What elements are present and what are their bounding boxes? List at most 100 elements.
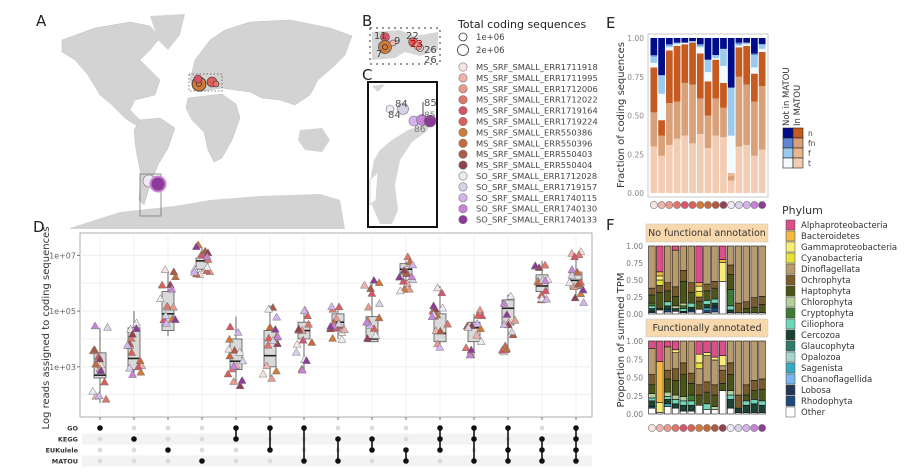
phylum-legend-label: Other [801,408,826,418]
sample-point [224,334,234,343]
phylum-legend-label: Gammaproteobacteria [801,243,897,253]
stacked-bar-segment [664,301,672,307]
matrix-dot-inactive [131,447,137,453]
stacked-bar-segment [687,306,695,311]
sample-point [162,301,172,310]
inset-c-station-label: 86 [414,125,426,135]
sample-point [394,272,404,281]
phylum-legend-label: Ochrophyta [801,276,851,286]
stacked-bar-segment [689,84,696,144]
stacked-bar-segment [720,107,727,138]
phylum-legend-swatch [785,362,796,374]
stacked-bar-segment [743,44,751,46]
stacked-bar-segment [648,374,656,386]
inset-c-land [372,84,385,92]
stacked-bar-segment [711,302,719,307]
matrix-dot-active [573,436,579,442]
stacked-bar-segment [671,403,680,409]
sample-point [299,306,309,315]
sample-point [155,294,165,302]
stacked-bar-segment [671,245,680,251]
y-tick-label: 0.25 [626,392,643,401]
stacked-bar-segment [695,340,703,355]
inset-b-station-label: 26 [424,45,437,56]
stacked-bar-segment [650,56,658,63]
stacked-bar-segment [687,400,695,406]
stacked-bar-segment [687,311,695,315]
sample-point [362,334,372,342]
matrix-dot-active [403,458,409,464]
matrix-dot-inactive [335,425,341,431]
landmass-australia [298,128,330,152]
stacked-bar-segment [720,38,727,49]
sample-point [298,335,308,344]
sample-point [202,262,212,271]
sample-legend-label: MS_SRF_SMALL_ERR550403 [476,149,592,159]
phylum-legend-swatch [785,263,796,275]
inset-b-station-label: 23 [410,39,423,50]
y-tick-label: 1e+07 [49,251,76,260]
sample-point [94,391,104,399]
stacked-bar-segment [751,101,758,156]
sample-point [327,302,337,310]
phylum-legend-swatch [785,318,796,330]
matrix-set-label: MATOU [52,458,78,466]
phylum-legend-label: Glaucophyta [801,342,855,352]
stacked-bar-segment [665,38,673,45]
stacked-bar-segment [727,175,735,181]
panel-letter-c: C [362,66,373,84]
sample-legend-label: MS_SRF_SMALL_ERR1711995 [476,73,598,83]
matrix-dot-active [233,436,239,442]
matrix-dot-inactive [539,425,545,431]
sample-point [270,324,280,333]
stacked-bar-segment [735,146,743,193]
stacked-bar-segment [758,378,766,390]
sample-legend-label: MS_SRF_SMALL_ERR550386 [476,127,592,137]
stacked-bar-segment [703,352,711,356]
matrix-dot-active [267,425,273,431]
sample-point [461,343,471,351]
stacked-bar-segment [751,55,758,68]
stacked-bar-segment [758,400,766,406]
inset-c-coast [369,170,379,207]
stacked-bar-segment [681,42,689,45]
matrix-set-label: EUKulele [45,447,78,455]
y-tick-label: 0.75 [626,355,643,364]
stacked-bar-segment [648,305,656,309]
sample-point [366,284,376,292]
sample-axis-dot [742,201,751,209]
matrix-dot-active [471,425,477,431]
sample-legend-swatch [458,138,468,148]
stacked-bar-segment [719,281,727,315]
matrix-set-label: KEGG [58,436,78,444]
sample-axis-dot [718,424,727,432]
matrix-dot-active [335,458,341,464]
phylum-legend-swatch [785,296,796,308]
sample-point [90,321,100,330]
sample-point [267,373,277,382]
matrix-dot-inactive [165,425,171,431]
sample-point [197,250,206,259]
stacked-bar-segment [711,305,719,309]
sample-point [161,310,171,319]
sample-point [408,260,418,269]
stacked-bar-segment [695,362,703,370]
matrix-dot-active [573,458,579,464]
sample-point [160,265,170,273]
stacked-bar-segment [689,41,696,43]
sample-axis-dot [726,424,735,432]
stacked-bar-segment [679,400,688,406]
sample-axis-dot [719,201,728,209]
panel-letter-f: F [606,216,615,234]
stacked-bar-segment [711,245,719,282]
sample-point [125,363,135,372]
stacked-bar-segment [687,394,695,402]
stacked-bar-segment [719,355,727,367]
stacked-bar-segment [726,309,735,313]
sample-point [171,272,180,280]
stacked-bar-segment [695,300,703,310]
sample-point [135,356,145,364]
sample-point [398,276,408,285]
sample-legend-label: SO_SRF_SMALL_ERR1719157 [476,182,597,192]
stacked-bar-segment [719,390,727,415]
